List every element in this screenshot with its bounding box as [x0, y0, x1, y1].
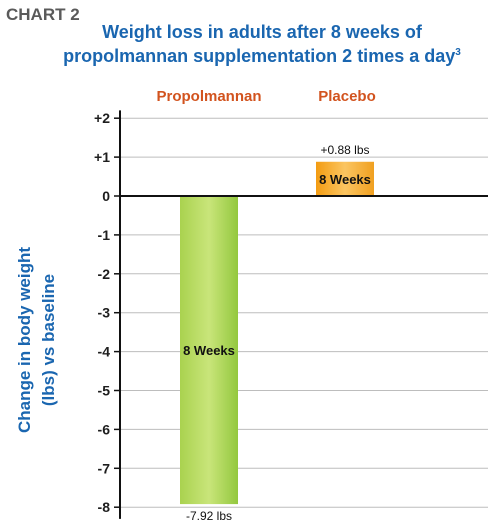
value-label: +0.88 lbs: [320, 143, 369, 157]
bar-inner-label: 8 Weeks: [183, 343, 235, 358]
category-label-placebo: Placebo: [318, 88, 376, 105]
bar-propolmannan: [180, 196, 238, 505]
y-tick-label: +2: [94, 110, 110, 126]
y-tick-label: -5: [98, 383, 111, 399]
y-axis-label-line1: Change in body weight: [15, 247, 34, 433]
chart-title-superscript: 3: [455, 47, 461, 58]
chart-title-line2: propolmannan supplementation 2 times a d…: [63, 46, 461, 66]
chart-title-line1: Weight loss in adults after 8 weeks of: [102, 22, 423, 42]
y-tick-label: -8: [98, 499, 111, 515]
bar-placebo: [316, 161, 374, 196]
bars: [180, 161, 374, 505]
data-labels: 8 Weeks -7.92 lbs 8 Weeks +0.88 lbs: [183, 143, 371, 523]
chart-title-line2-main: propolmannan supplementation 2 times a d…: [63, 46, 455, 66]
axes: +2 +1 0 -1 -2 -3 -4 -5 -6 -7 -8: [94, 110, 488, 519]
y-axis-label-line2: (lbs) vs baseline: [39, 274, 58, 406]
value-label: -7.92 lbs: [186, 509, 232, 523]
y-tick-label: -1: [98, 227, 111, 243]
category-label-propolmannan: Propolmannan: [156, 88, 261, 105]
y-tick-label: -6: [98, 421, 111, 437]
y-tick-label: 0: [102, 188, 110, 204]
y-tick-label: -3: [98, 305, 111, 321]
y-tick-label: -7: [98, 460, 111, 476]
y-tick-label: -2: [98, 266, 111, 282]
y-tick-label: -4: [98, 344, 111, 360]
gridlines: [120, 117, 488, 508]
y-tick-label: +1: [94, 149, 110, 165]
y-axis-label: Change in body weight (lbs) vs baseline: [15, 247, 58, 433]
bar-inner-label: 8 Weeks: [319, 172, 371, 187]
chart-number-label: CHART 2: [6, 5, 80, 24]
